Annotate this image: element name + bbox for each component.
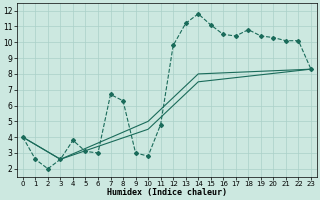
X-axis label: Humidex (Indice chaleur): Humidex (Indice chaleur) (107, 188, 227, 197)
